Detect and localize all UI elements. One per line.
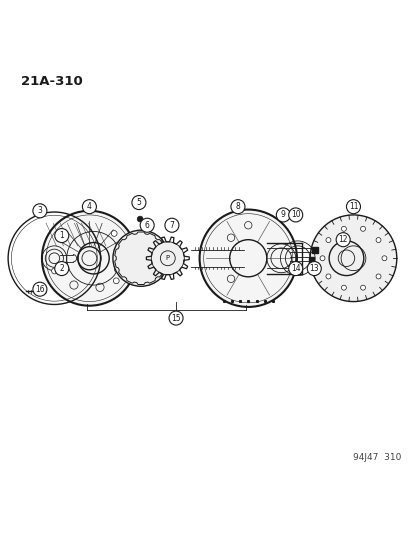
Circle shape	[82, 200, 96, 214]
Circle shape	[288, 262, 302, 276]
Text: 15: 15	[171, 313, 180, 322]
Text: 5: 5	[136, 198, 141, 207]
Text: 2: 2	[59, 264, 64, 273]
Text: 10: 10	[290, 211, 300, 220]
Text: 14: 14	[290, 264, 300, 273]
Circle shape	[275, 208, 290, 222]
Circle shape	[33, 282, 47, 296]
Text: 3: 3	[37, 206, 42, 215]
Circle shape	[199, 209, 296, 307]
Text: P: P	[165, 255, 169, 261]
Circle shape	[113, 278, 119, 284]
Circle shape	[288, 208, 302, 222]
Circle shape	[319, 256, 324, 261]
Text: 6: 6	[145, 221, 149, 230]
Text: 4: 4	[87, 202, 92, 211]
Circle shape	[113, 230, 169, 286]
Text: 13: 13	[309, 264, 318, 273]
Text: 1: 1	[59, 231, 64, 240]
Circle shape	[341, 227, 346, 231]
Circle shape	[55, 262, 69, 276]
Bar	[311, 247, 317, 253]
Circle shape	[360, 227, 365, 231]
Circle shape	[309, 215, 396, 302]
Circle shape	[306, 262, 320, 276]
Circle shape	[169, 311, 183, 325]
Circle shape	[341, 285, 346, 290]
Circle shape	[360, 285, 365, 290]
Text: 9: 9	[280, 211, 285, 220]
Circle shape	[375, 274, 380, 279]
Text: 11: 11	[348, 202, 357, 211]
Circle shape	[42, 211, 137, 306]
Text: 7: 7	[169, 221, 174, 230]
Circle shape	[132, 196, 145, 209]
Circle shape	[137, 216, 143, 222]
Bar	[309, 256, 313, 262]
Text: 8: 8	[235, 202, 240, 211]
Circle shape	[325, 274, 330, 279]
Circle shape	[325, 238, 330, 243]
Circle shape	[164, 218, 178, 232]
Circle shape	[375, 238, 380, 243]
Circle shape	[52, 268, 57, 274]
Circle shape	[55, 229, 69, 243]
Circle shape	[151, 242, 184, 274]
Text: 94J47  310: 94J47 310	[352, 454, 400, 463]
Circle shape	[381, 256, 386, 261]
Circle shape	[33, 204, 47, 218]
Text: 16: 16	[35, 285, 45, 294]
Circle shape	[40, 288, 46, 294]
Text: 21A-310: 21A-310	[21, 75, 83, 87]
Circle shape	[346, 200, 360, 214]
Circle shape	[230, 200, 244, 214]
Circle shape	[111, 231, 117, 236]
Text: 12: 12	[337, 235, 347, 244]
Circle shape	[335, 233, 349, 247]
Circle shape	[140, 218, 154, 232]
